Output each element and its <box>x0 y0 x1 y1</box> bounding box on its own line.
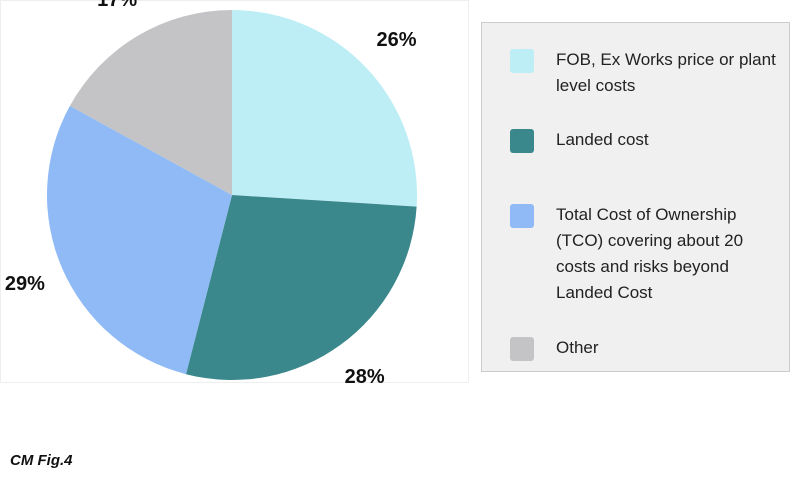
legend: FOB, Ex Works price or plant level costs… <box>481 22 790 372</box>
legend-label: Other <box>556 338 599 357</box>
legend-swatch <box>510 129 534 153</box>
data-label: 29% <box>5 273 45 295</box>
data-label: 28% <box>345 366 385 388</box>
chart: 26% 28% 29% 17% <box>0 0 469 388</box>
legend-label: Landed cost <box>556 130 649 149</box>
pie-slice <box>69 9 232 195</box>
legend-swatch <box>510 204 534 228</box>
pie-slice <box>46 105 232 375</box>
legend-label: Total Cost of Ownership (TCO) covering a… <box>556 205 744 302</box>
legend-label: FOB, Ex Works price or plant level costs <box>556 50 776 95</box>
legend-swatch <box>510 49 534 73</box>
caption: CM Fig.4 <box>10 452 73 469</box>
legend-swatch <box>510 337 534 361</box>
data-label: 17% <box>97 0 137 11</box>
pie-slice <box>232 10 417 207</box>
data-label: 26% <box>377 29 417 51</box>
pie-slice <box>185 195 417 381</box>
